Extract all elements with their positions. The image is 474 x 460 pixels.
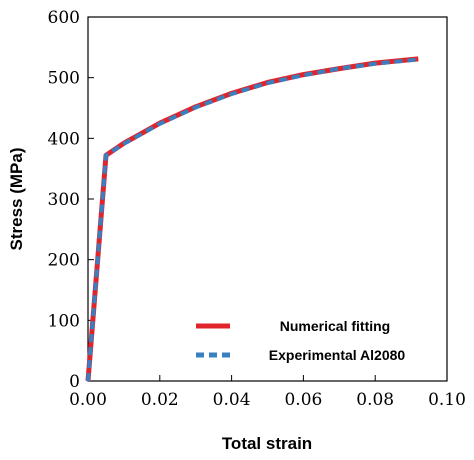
y-tick-label: 400 xyxy=(48,129,80,149)
x-tick-label: 0.10 xyxy=(428,390,466,410)
x-tick-label: 0.00 xyxy=(69,390,107,410)
y-axis-title: Stress (MPa) xyxy=(7,148,26,251)
y-tick-label: 100 xyxy=(48,311,80,331)
x-axis-title: Total strain xyxy=(222,434,312,453)
y-tick-label: 600 xyxy=(48,8,80,28)
plot-area xyxy=(87,16,448,382)
legend: Numerical fitting Experimental Al2080 xyxy=(196,318,405,363)
x-tick-label: 0.06 xyxy=(284,390,322,410)
x-tick-label: 0.02 xyxy=(141,390,179,410)
y-tick-label: 200 xyxy=(48,251,80,271)
y-tick-label: 500 xyxy=(48,69,80,89)
x-tick-label: 0.08 xyxy=(356,390,394,410)
legend-label-numerical: Numerical fitting xyxy=(280,318,390,334)
x-tick-label: 0.04 xyxy=(213,390,251,410)
y-tick-label: 0 xyxy=(69,372,80,392)
legend-label-experimental: Experimental Al2080 xyxy=(269,347,406,363)
series-layer xyxy=(85,56,419,382)
y-tick-label: 300 xyxy=(48,190,80,210)
series-experimental-line xyxy=(86,57,419,382)
axis-ticks: 0.00 0.02 0.04 0.06 0.08 0.10 0 100 200 300 400 500… xyxy=(48,8,466,410)
